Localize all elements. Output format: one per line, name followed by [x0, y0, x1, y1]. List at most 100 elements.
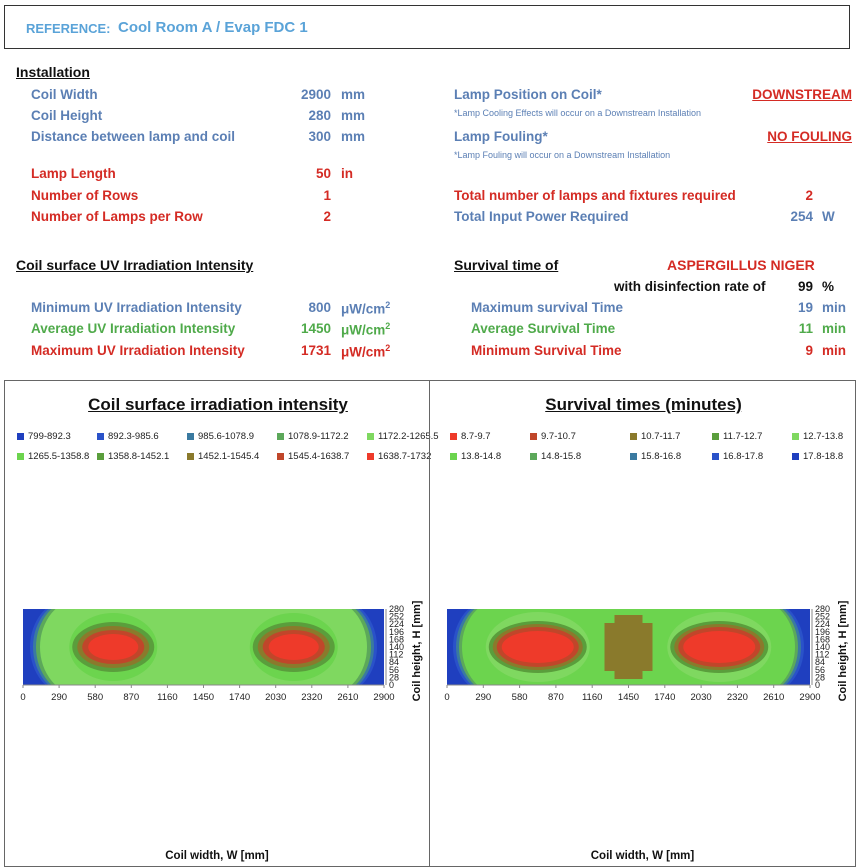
distance-value: 300: [308, 129, 331, 144]
legend-swatch: [792, 432, 799, 440]
x-tick-label: 2610: [337, 692, 358, 703]
lamp-length-value: 50: [315, 166, 331, 181]
legend-label: 11.7-12.7: [723, 431, 763, 442]
coil-width-unit: mm: [341, 87, 366, 102]
lamp-fouling-note: *Lamp Fouling will occur on a Downstream…: [454, 150, 671, 160]
contour-band: [501, 631, 574, 663]
x-tick-label: 2900: [373, 692, 394, 703]
legend-swatch: [187, 452, 194, 460]
lamps-per-row-label: Number of Lamps per Row: [31, 209, 203, 224]
avg-irradiation-label: Average UV Irradiation Intensity: [31, 321, 236, 336]
legend-item: 799-892.3: [17, 431, 71, 442]
coil-height-unit: mm: [341, 108, 366, 123]
total-power-value: 254: [790, 209, 813, 224]
legend-label: 1358.8-1452.1: [108, 451, 170, 462]
y-tick-label: 168: [815, 634, 830, 644]
y-tick-label: 112: [389, 650, 403, 660]
coil-height-value: 280: [308, 108, 331, 123]
min-irradiation-label: Minimum UV Irradiation Intensity: [31, 300, 242, 315]
x-tick-label: 2320: [301, 692, 322, 703]
y-axis-label: Coil height, H [mm]: [411, 600, 423, 701]
legend-label: 985.6-1078.9: [198, 431, 254, 442]
coil-width-value: 2900: [300, 87, 331, 102]
legend-label: 15.8-16.8: [641, 451, 682, 462]
contour-band: [268, 634, 319, 660]
max-survival-unit: min: [822, 300, 847, 315]
y-tick-label: 84: [815, 657, 825, 667]
y-tick-label: 280: [389, 604, 404, 614]
legend-label: 1172.2-1265.5: [378, 431, 439, 442]
legend-item: 1265.5-1358.8: [17, 451, 89, 462]
x-tick-label: 870: [548, 692, 564, 703]
contour-band: [683, 631, 756, 663]
contour-band: [604, 623, 653, 671]
legend-swatch: [97, 432, 104, 440]
lamp-length-label: Lamp Length: [31, 166, 116, 181]
x-tick-label: 1450: [618, 692, 639, 703]
legend-label: 14.8-15.8: [541, 451, 582, 462]
min-irradiation-value: 800: [308, 300, 331, 315]
organism-name[interactable]: ASPERGILLUS NIGER: [667, 257, 815, 273]
x-tick-label: 2320: [727, 692, 748, 703]
y-tick-label: 28: [815, 672, 825, 682]
x-tick-label: 1160: [157, 692, 177, 703]
survival-chart-plot: 0 290 580 870 1160 1450 1740 2030 2320 2610 290002…: [444, 600, 849, 703]
x-tick-label: 0: [444, 692, 449, 703]
irradiation-chart-title: Coil surface irradiation intensity: [88, 395, 348, 414]
legend-swatch: [367, 452, 374, 460]
min-irradiation-unit: μW/cm2: [341, 300, 391, 317]
legend-swatch: [530, 452, 537, 460]
legend-swatch: [450, 452, 457, 460]
x-tick-label: 290: [475, 692, 491, 703]
contour-band: [88, 634, 139, 660]
y-axis-label: Coil height, H [mm]: [837, 600, 849, 701]
x-tick-label: 2900: [799, 692, 820, 703]
legend-label: 1452.1-1545.4: [198, 451, 260, 462]
legend-swatch: [277, 432, 284, 440]
x-tick-label: 2030: [265, 692, 286, 703]
legend-label: 1078.9-1172.2: [288, 431, 349, 442]
y-tick-label: 28: [389, 672, 399, 682]
legend-swatch: [630, 452, 637, 460]
legend-label: 17.8-18.8: [803, 451, 844, 462]
x-tick-label: 2030: [691, 692, 712, 703]
legend-item: 892.3-985.6: [97, 431, 159, 442]
irradiation-heading: Coil surface UV Irradiation Intensity: [16, 257, 254, 273]
y-tick-label: 56: [815, 665, 825, 675]
x-tick-label: 1740: [654, 692, 675, 703]
y-tick-label: 196: [389, 627, 404, 637]
disinfection-rate-value[interactable]: 99: [797, 279, 813, 294]
disinfection-rate-unit: %: [822, 279, 835, 294]
legend-item: 1545.4-1638.7: [277, 451, 349, 462]
lamp-position-label: Lamp Position on Coil*: [454, 87, 602, 102]
legend-label: 12.7-13.8: [803, 431, 844, 442]
x-tick-label: 1450: [193, 692, 214, 703]
reference-value: Cool Room A / Evap FDC 1: [118, 19, 308, 36]
y-tick-label: 252: [389, 612, 404, 622]
y-tick-label: 280: [815, 604, 830, 614]
max-irradiation-unit: μW/cm2: [341, 343, 391, 360]
lamp-fouling-value[interactable]: NO FOULING: [767, 129, 852, 144]
y-tick-label: 224: [815, 619, 830, 629]
irradiation-chart-panel: Coil surface irradiation intensity 799-8…: [4, 380, 439, 867]
number-of-rows-label: Number of Rows: [31, 188, 139, 203]
avg-survival-label: Average Survival Time: [471, 321, 616, 336]
avg-irradiation-value: 1450: [300, 321, 331, 336]
max-irradiation-label: Maximum UV Irradiation Intensity: [31, 343, 245, 358]
lamp-fouling-label: Lamp Fouling*: [454, 129, 548, 144]
x-tick-label: 0: [20, 692, 25, 703]
legend-swatch: [97, 452, 104, 460]
min-survival-label: Minimum Survival Time: [471, 343, 622, 358]
legend-label: 16.8-17.8: [723, 451, 764, 462]
x-tick-label: 1160: [582, 692, 602, 703]
survival-chart-title: Survival times (minutes): [545, 395, 742, 414]
y-tick-label: 0: [389, 680, 394, 690]
lamp-position-value[interactable]: DOWNSTREAM: [752, 87, 852, 102]
reference-box: [4, 5, 850, 49]
legend-item: 10.7-11.7: [630, 431, 680, 442]
total-power-unit: W: [822, 209, 835, 224]
y-tick-label: 112: [815, 650, 829, 660]
total-power-label: Total Input Power Required: [454, 209, 629, 224]
legend-item: 17.8-18.8: [792, 451, 843, 462]
distance-label: Distance between lamp and coil: [31, 129, 236, 144]
